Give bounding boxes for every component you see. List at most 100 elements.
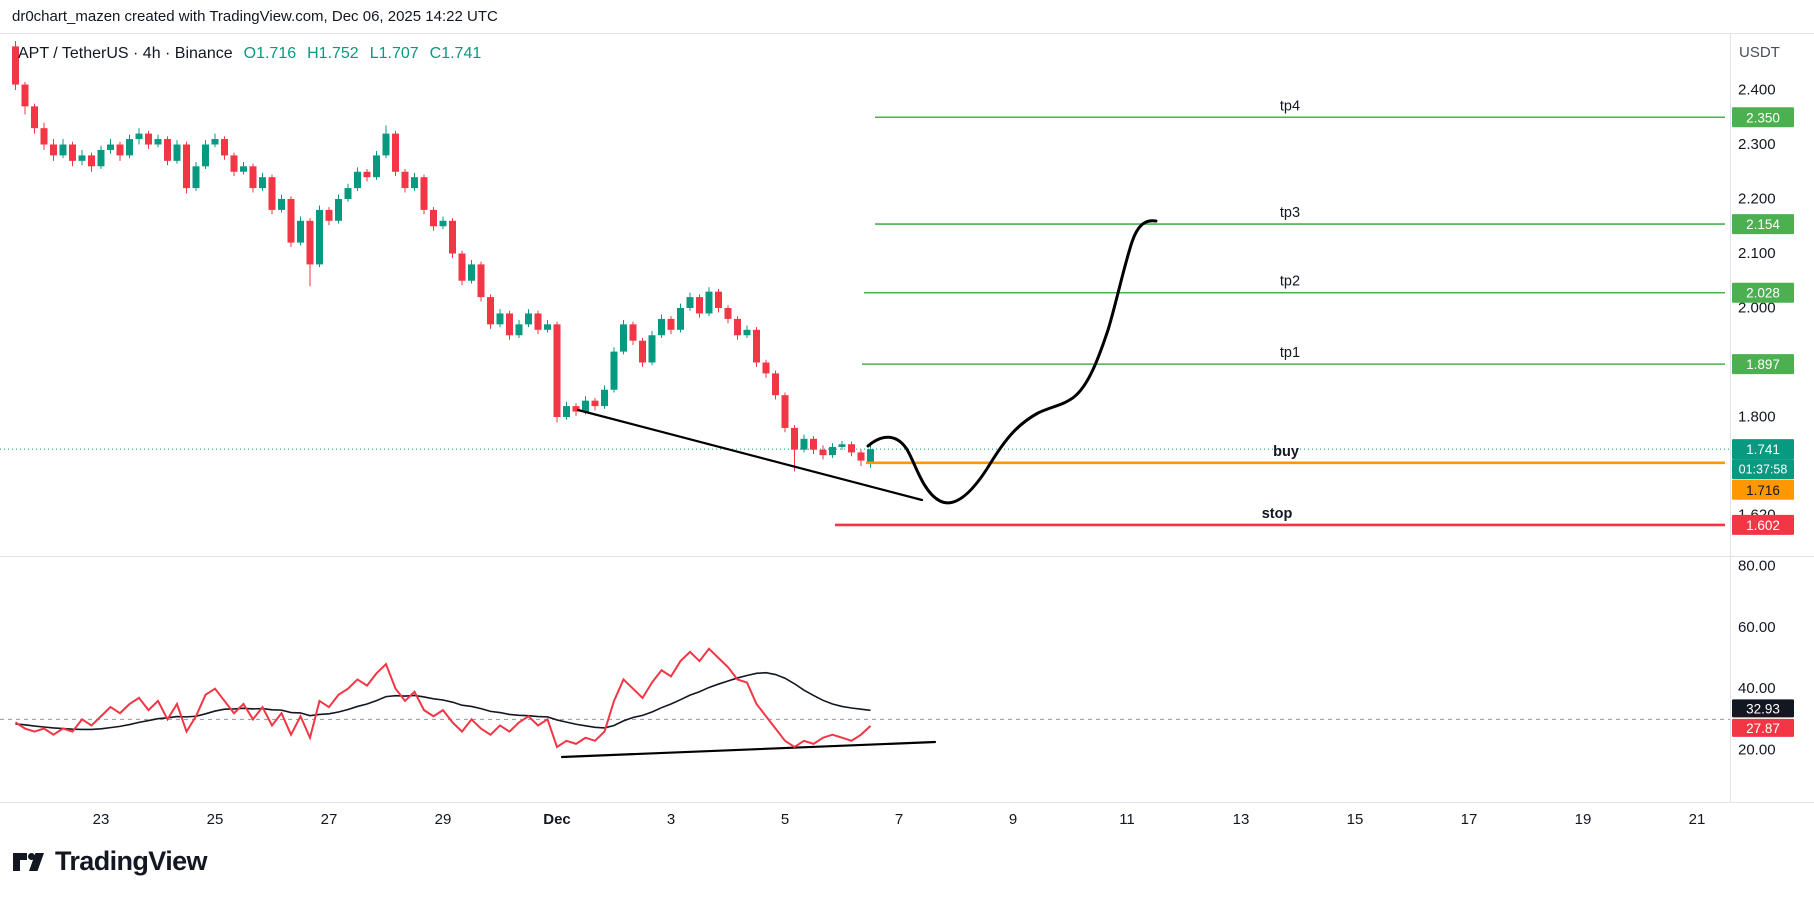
- candle-body: [791, 427, 798, 450]
- countdown-badge-text: 01:37:58: [1739, 463, 1788, 477]
- time-tick-label: 27: [321, 811, 338, 828]
- candle-body: [819, 449, 827, 456]
- candle-body: [544, 324, 551, 330]
- candle-body: [696, 297, 703, 314]
- candle-body: [31, 106, 38, 129]
- candle-body: [743, 329, 751, 336]
- candle-body: [107, 144, 114, 150]
- candle-body: [202, 144, 209, 167]
- price-panel[interactable]: tp4 tp3 tp2 tp1 buy stop: [0, 40, 1730, 527]
- candle-body: [838, 444, 846, 447]
- candle-body: [610, 351, 618, 390]
- price-badge-buy[interactable]: [1732, 479, 1794, 500]
- tradingview-logo-icon: [13, 852, 44, 871]
- candle-body: [734, 318, 741, 336]
- price-tick-label: 2.100: [1738, 245, 1776, 262]
- level-label-tp4: tp4: [1280, 98, 1300, 114]
- time-tick-label: 21: [1689, 811, 1706, 828]
- candle-body: [173, 144, 181, 161]
- candle-body: [211, 139, 219, 145]
- candle-body: [439, 220, 447, 227]
- price-axis[interactable]: 2.4002.3002.2002.1002.0001.8001.62080.00…: [1732, 82, 1794, 759]
- price-badge-tp2-text: 2.028: [1746, 286, 1780, 301]
- candle-body: [829, 446, 836, 456]
- time-tick-label: 23: [93, 811, 110, 828]
- rsi-value-badge: [1732, 718, 1794, 737]
- time-tick-label: Dec: [543, 811, 571, 828]
- candle-body: [553, 324, 561, 417]
- level-label-tp3: tp3: [1280, 205, 1300, 221]
- candle-body: [259, 177, 266, 189]
- candle-body: [59, 144, 67, 156]
- time-tick-label: 19: [1575, 811, 1592, 828]
- candle-body: [306, 220, 314, 265]
- candle-body: [344, 188, 352, 199]
- candle-body: [126, 139, 133, 156]
- rsi-trendline[interactable]: [560, 740, 937, 759]
- ohlc-open: O1.716: [243, 45, 297, 62]
- candle-body: [297, 220, 304, 243]
- current-price-badge[interactable]: [1732, 439, 1794, 460]
- price-tick-label: 1.800: [1738, 409, 1776, 426]
- rsi-panel[interactable]: [0, 647, 1730, 759]
- candle-body: [50, 144, 57, 156]
- candle-body: [135, 133, 143, 140]
- tradingview-attribution[interactable]: TradingView: [12, 846, 208, 877]
- ohlc-low: L1.707: [369, 45, 419, 62]
- candle-body: [667, 318, 675, 330]
- price-trendline[interactable]: [576, 408, 924, 502]
- candle-body: [325, 209, 333, 221]
- price-badge-tp3[interactable]: [1732, 214, 1794, 235]
- candle-body: [658, 318, 665, 336]
- time-axis[interactable]: 23 25 27 29 Dec 3 5 7 9 11 13 15 17 19 21: [93, 811, 1706, 828]
- price-badge-tp4[interactable]: [1732, 107, 1794, 128]
- price-badge-tp2[interactable]: [1732, 282, 1794, 303]
- candle-body: [705, 291, 713, 314]
- candle-body: [477, 264, 485, 298]
- countdown-badge: [1732, 459, 1794, 480]
- level-label-tp2: tp2: [1280, 274, 1300, 290]
- candle-body: [316, 209, 323, 265]
- level-label-tp1: tp1: [1280, 345, 1300, 361]
- price-badge-tp1[interactable]: [1732, 354, 1794, 375]
- rsi-tick-label: 40.00: [1738, 680, 1776, 697]
- candle-body: [572, 406, 580, 412]
- candle-body: [867, 449, 874, 463]
- chart-legend: APT / TetherUS · 4h · Binance O1.716 H1.…: [18, 45, 481, 63]
- time-tick-label: 5: [781, 811, 789, 828]
- price-tick-label: 2.200: [1738, 191, 1776, 208]
- price-tick-label: 2.000: [1738, 300, 1776, 317]
- candle-body: [515, 324, 523, 336]
- currency-label: USDT: [1739, 44, 1780, 61]
- candle-body: [154, 139, 162, 145]
- candle-body: [525, 313, 532, 325]
- price-badge-buy-text: 1.716: [1746, 483, 1780, 498]
- candle-body: [354, 171, 361, 189]
- candle-body: [487, 297, 494, 325]
- price-badge-stop[interactable]: [1732, 514, 1794, 535]
- candle-body: [753, 329, 760, 363]
- candle-body: [78, 155, 86, 161]
- price-badge-stop-text: 1.602: [1746, 518, 1780, 533]
- candle-body: [810, 438, 817, 450]
- candle-body: [686, 297, 694, 308]
- time-tick-label: 9: [1009, 811, 1017, 828]
- chart-canvas[interactable]: tp4 tp3 tp2 tp1 buy stop 23 25 27 29 Dec 3 5 7 9 11 13 15…: [0, 0, 1814, 836]
- candle-body: [468, 264, 475, 281]
- price-badge-tp3-text: 2.154: [1746, 217, 1780, 232]
- candle-body: [430, 209, 437, 227]
- candle-body: [449, 220, 456, 254]
- projection-curve[interactable]: [866, 219, 1158, 505]
- candle-body: [287, 199, 295, 243]
- candle-body: [762, 362, 770, 374]
- candle-body: [88, 155, 95, 167]
- candle-body: [382, 133, 390, 156]
- candle-body: [69, 144, 76, 161]
- rsi-tick-label: 20.00: [1738, 742, 1776, 759]
- candle-body: [12, 46, 19, 85]
- time-tick-label: 17: [1461, 811, 1478, 828]
- candle-body: [857, 452, 865, 461]
- candle-body: [506, 313, 513, 336]
- symbol-title[interactable]: APT / TetherUS · 4h · Binance: [18, 45, 233, 62]
- candle-body: [278, 199, 285, 210]
